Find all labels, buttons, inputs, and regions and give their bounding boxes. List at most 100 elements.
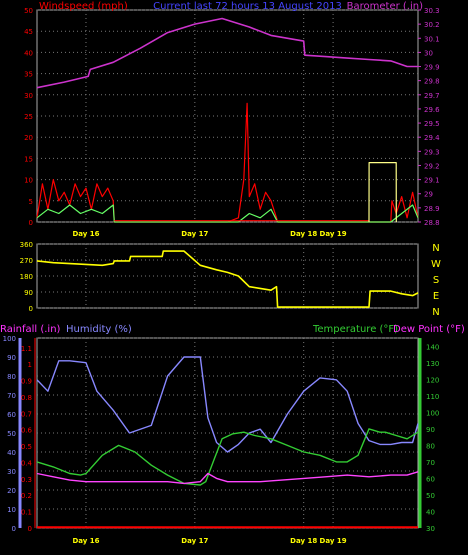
humidity-tick-label: 70 xyxy=(7,392,16,400)
rainfall-tick-label: 0.1 xyxy=(21,509,32,517)
y-left-tick-label: 40 xyxy=(24,49,33,57)
rainfall-tick-label: 0.4 xyxy=(21,459,33,467)
humidity-tick-label: 50 xyxy=(7,430,16,438)
series-line-rain-rate xyxy=(368,162,397,223)
dewpoint-axis-label: Dew Point (°F) xyxy=(393,324,465,335)
series-line-wind-direction xyxy=(36,250,419,308)
y-left-tick-label: 35 xyxy=(24,71,33,79)
y-left-tick-label: 45 xyxy=(24,28,33,36)
rainfall-tick-label: 0 xyxy=(28,525,32,533)
y-right-tick-label: 29.5 xyxy=(424,120,440,128)
temperature-tick-label: 50 xyxy=(426,492,435,500)
chart-title: Current last 72 hours 13 August 2013 xyxy=(153,1,342,12)
y-right-tick-label: 30 xyxy=(424,49,433,57)
temperature-axis-label: Temperature (°F) xyxy=(312,324,398,335)
humidity-tick-label: 80 xyxy=(7,373,16,381)
humidity-tick-label: 90 xyxy=(7,354,16,362)
temperature-tick-label: 110 xyxy=(426,393,439,401)
series-line-wind-gust xyxy=(36,102,419,223)
temperature-tick-label: 130 xyxy=(426,360,439,368)
y-right-tick-label: 29.7 xyxy=(424,92,440,100)
series-line-humidity xyxy=(36,356,419,453)
y-left-tick-label: 20 xyxy=(24,134,33,142)
y-right-tick-label: 28.8 xyxy=(424,219,440,227)
y-right-tick-label: 29.1 xyxy=(424,177,440,185)
y-right-tick-label: 29 xyxy=(424,191,433,199)
rainfall-tick-label: 0.2 xyxy=(21,492,32,500)
x-tick-label: Day 19 xyxy=(320,537,347,545)
y-right-tick-label: 29.8 xyxy=(424,78,440,86)
x-tick-label: Day 18 xyxy=(290,537,317,545)
compass-label: N xyxy=(432,307,439,318)
compass-label: N xyxy=(432,243,439,254)
rainfall-tick-label: 0.8 xyxy=(21,394,32,402)
y-right-tick-label: 30.1 xyxy=(424,35,440,43)
humidity-tick-label: 10 xyxy=(7,506,16,514)
rainfall-tick-label: 0.9 xyxy=(21,378,32,386)
x-tick-label: Day 17 xyxy=(181,537,208,545)
y-left-tick-label: 15 xyxy=(24,155,33,163)
x-tick-label: Day 17 xyxy=(181,230,208,238)
y-right-tick-label: 30.2 xyxy=(424,21,440,29)
x-tick-label: Day 18 xyxy=(290,230,317,238)
temperature-tick-label: 90 xyxy=(426,426,435,434)
rainfall-axis-label: Rainfall (.in) xyxy=(0,324,61,335)
humidity-tick-label: 0 xyxy=(12,525,16,533)
y-right-tick-label: 29.4 xyxy=(424,134,440,142)
rainfall-tick-label: 0.6 xyxy=(21,427,33,435)
temperature-tick-label: 70 xyxy=(426,459,435,467)
y-left-tick-label: 50 xyxy=(24,7,33,15)
y-right-tick-label: 29.3 xyxy=(424,148,440,156)
series-line-wind-average xyxy=(36,204,419,223)
y-tick-label: 0 xyxy=(29,305,33,313)
y-right-tick-label: 29.2 xyxy=(424,162,440,170)
rainfall-tick-label: 0.7 xyxy=(21,410,32,418)
temperature-tick-label: 30 xyxy=(426,525,435,533)
y-left-tick-label: 0 xyxy=(29,219,33,227)
temp-humidity-panel: 0 10 20 30 40 50 60 70 80 90 100 0 0.1 0.2 0.3 0.4 0.5 0.… xyxy=(0,324,465,545)
compass-label: S xyxy=(433,275,439,286)
y-tick-label: 360 xyxy=(20,241,33,249)
x-tick-label: Day 19 xyxy=(320,230,347,238)
humidity-tick-label: 40 xyxy=(7,449,16,457)
y-right-tick-label: 29.9 xyxy=(424,64,440,72)
y-tick-label: 180 xyxy=(20,273,33,281)
y-tick-label: 90 xyxy=(24,289,33,297)
humidity-tick-label: 60 xyxy=(7,411,16,419)
rainfall-tick-label: 0.5 xyxy=(21,443,32,451)
humidity-tick-label: 30 xyxy=(7,468,16,476)
rainfall-tick-label: 1 xyxy=(28,361,32,369)
humidity-axis-label: Humidity (%) xyxy=(66,324,132,335)
y-right-tick-label: 29.6 xyxy=(424,106,440,114)
y-left-tick-label: 25 xyxy=(24,113,33,121)
humidity-tick-label: 20 xyxy=(7,487,16,495)
temperature-tick-label: 60 xyxy=(426,475,435,483)
temperature-tick-label: 80 xyxy=(426,442,435,450)
y-left-tick-label: 10 xyxy=(24,177,33,185)
rainfall-tick-label: 1.1 xyxy=(21,345,32,353)
wind-barometer-panel: 0 5 10 15 20 25 30 35 40 45 50 28.8 28.9 29 29.1 29.2 29… xyxy=(24,1,440,238)
x-tick-label: Day 16 xyxy=(72,537,99,545)
temperature-tick-label: 40 xyxy=(426,508,435,516)
y-left-tick-label: 30 xyxy=(24,92,33,100)
y-right-axis-label: Barometer (.in) xyxy=(347,1,423,12)
y-left-tick-label: 5 xyxy=(29,198,33,206)
y-right-tick-label: 30.3 xyxy=(424,7,440,15)
rainfall-tick-label: 0.3 xyxy=(21,476,32,484)
series-line-dew-point xyxy=(36,471,419,485)
series-line-temperature xyxy=(36,428,419,486)
temperature-tick-label: 140 xyxy=(426,343,439,351)
x-tick-label: Day 16 xyxy=(72,230,99,238)
compass-label: W xyxy=(431,259,441,270)
compass-label: E xyxy=(433,291,439,302)
y-right-tick-label: 28.9 xyxy=(424,205,440,213)
series-line-barometer xyxy=(36,17,418,89)
y-tick-label: 270 xyxy=(20,257,33,265)
temperature-tick-label: 120 xyxy=(426,376,439,384)
temperature-tick-label: 100 xyxy=(426,409,439,417)
humidity-tick-label: 100 xyxy=(3,335,16,343)
y-left-axis-label: Windspeed (mph) xyxy=(39,1,128,12)
